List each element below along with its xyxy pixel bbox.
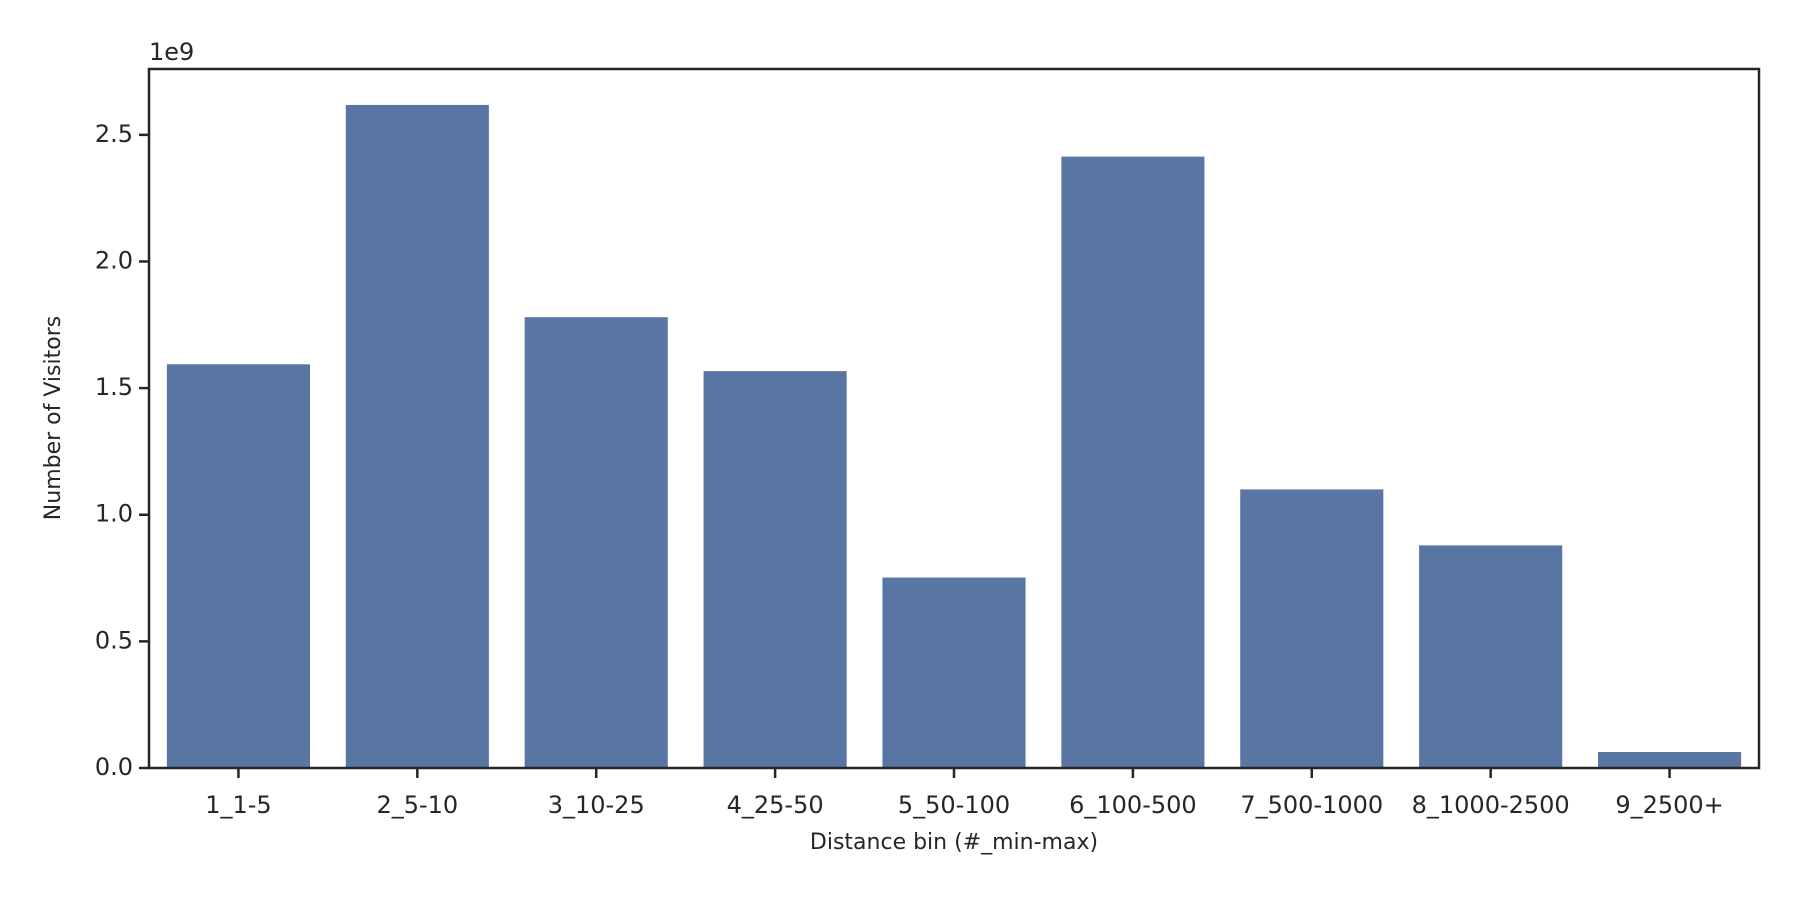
axes-frame xyxy=(147,67,1761,770)
y-tick-label: 1.5 xyxy=(95,373,133,401)
x-tick-label: 6_100-500 xyxy=(1069,791,1197,819)
y-axis-label: Number of Visitors xyxy=(41,316,66,520)
bar xyxy=(703,371,847,768)
x-tick-label: 4_25-50 xyxy=(727,791,824,819)
x-tick-label: 7_500-1000 xyxy=(1240,791,1383,819)
bar xyxy=(166,364,310,768)
x-tick-label: 8_1000-2500 xyxy=(1412,791,1570,819)
bar xyxy=(345,104,489,769)
x-tick-label: 1_1-5 xyxy=(205,791,271,819)
y-tick-label: 2.5 xyxy=(95,120,133,148)
bar xyxy=(1598,752,1742,768)
bar xyxy=(1419,545,1563,768)
x-tick-label: 9_2500+ xyxy=(1615,791,1723,819)
y-offset-label: 1e9 xyxy=(149,38,194,66)
bar xyxy=(882,577,1026,768)
bar xyxy=(1061,156,1205,768)
x-axis-label: Distance bin (#_min-max) xyxy=(810,830,1098,855)
y-tick-label: 2.0 xyxy=(95,246,133,274)
x-tick-label: 3_10-25 xyxy=(548,791,645,819)
x-tick-label: 2_5-10 xyxy=(376,791,458,819)
x-tick-label: 5_50-100 xyxy=(898,791,1010,819)
y-tick-label: 1.0 xyxy=(95,500,133,528)
bar xyxy=(1240,489,1384,768)
y-tick-label: 0.0 xyxy=(95,753,133,781)
bar xyxy=(524,317,668,768)
y-tick-label: 0.5 xyxy=(95,626,133,654)
